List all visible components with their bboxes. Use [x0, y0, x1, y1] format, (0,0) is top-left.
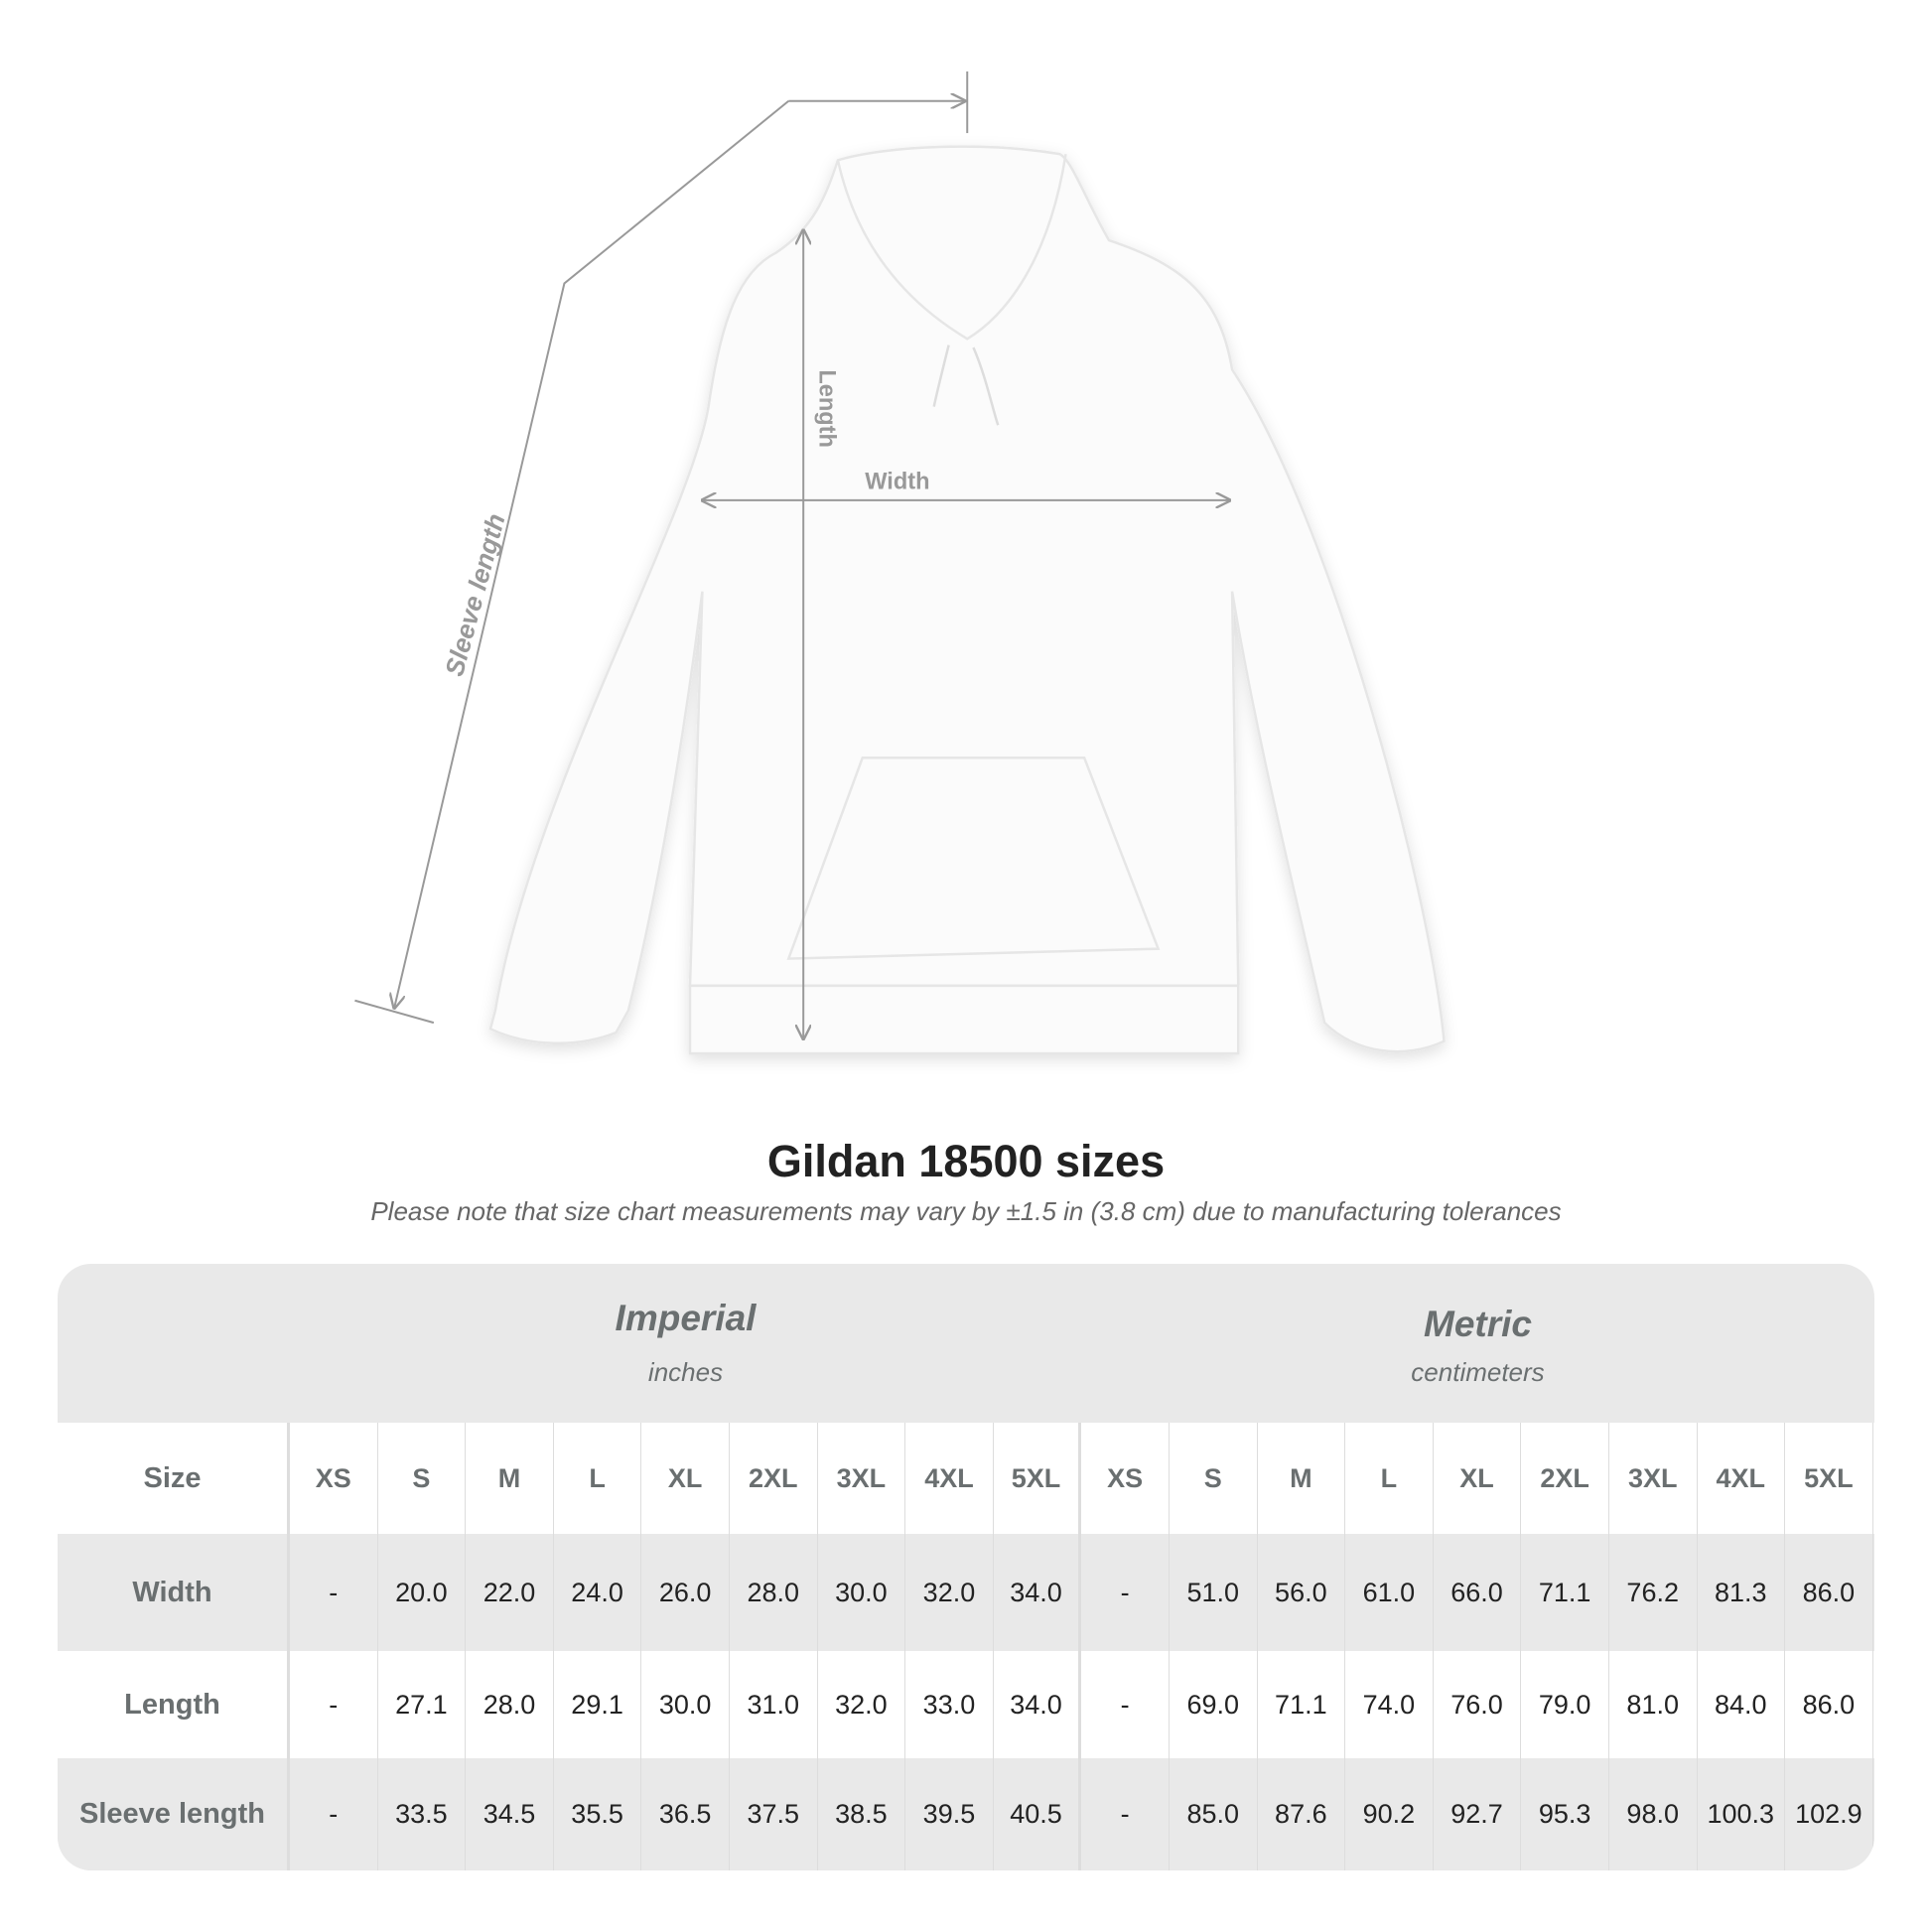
metric-cell: 76.0: [1434, 1651, 1522, 1758]
metric-cell: 86.0: [1785, 1534, 1873, 1651]
metric-size-header: S: [1170, 1423, 1258, 1534]
row-label: Width: [58, 1534, 290, 1651]
imperial-size-header: XS: [290, 1423, 378, 1534]
metric-size-header: 5XL: [1785, 1423, 1873, 1534]
metric-cell: 100.3: [1698, 1758, 1786, 1870]
table-row-sleeve-length: Sleeve length -33.5 34.5 35.5 36.5 37.5 38.5 39…: [58, 1758, 1874, 1870]
imperial-title: Imperial: [615, 1298, 757, 1338]
table-row-length: Length -27.1 28.0 29.1 30.0 31.0 32.0 33.0 34.0-…: [58, 1651, 1874, 1758]
imperial-cell: 32.0: [905, 1534, 994, 1651]
imperial-cell: 31.0: [730, 1651, 818, 1758]
metric-cell: 66.0: [1434, 1534, 1522, 1651]
imperial-cell: 27.1: [378, 1651, 467, 1758]
imperial-cell: 38.5: [818, 1758, 906, 1870]
imperial-cell: -: [290, 1651, 378, 1758]
metric-size-header: 3XL: [1609, 1423, 1698, 1534]
row-label: Length: [58, 1651, 290, 1758]
metric-size-header: L: [1345, 1423, 1434, 1534]
imperial-cell: 34.5: [466, 1758, 554, 1870]
imperial-cell: 32.0: [818, 1651, 906, 1758]
row-label: Size: [58, 1423, 290, 1534]
metric-size-header: 2XL: [1521, 1423, 1609, 1534]
metric-cell: 61.0: [1345, 1534, 1434, 1651]
metric-cell: 85.0: [1170, 1758, 1258, 1870]
metric-cell: 81.3: [1698, 1534, 1786, 1651]
imperial-size-header: L: [554, 1423, 642, 1534]
imperial-cell: 30.0: [641, 1651, 730, 1758]
metric-title: Metric: [1424, 1304, 1532, 1344]
imperial-cell: 36.5: [641, 1758, 730, 1870]
width-label: Width: [865, 469, 929, 494]
size-header-row: Size XS S M L XL 2XL 3XL 4XL 5XL XS S M L XL 2XL 3XL 4XL 5…: [58, 1423, 1874, 1534]
imperial-cell: 28.0: [466, 1651, 554, 1758]
measurement-lines: [354, 70, 1229, 1038]
imperial-size-header: M: [466, 1423, 554, 1534]
imperial-cell: 37.5: [730, 1758, 818, 1870]
metric-cell: 81.0: [1609, 1651, 1698, 1758]
metric-cell: 102.9: [1785, 1758, 1873, 1870]
metric-size-header: XL: [1434, 1423, 1522, 1534]
imperial-cell: 30.0: [818, 1534, 906, 1651]
imperial-cell: 26.0: [641, 1534, 730, 1651]
imperial-cell: 28.0: [730, 1534, 818, 1651]
size-chart-table: Imperial inches Metric centimeters Size X…: [58, 1264, 1874, 1870]
metric-cell: 87.6: [1258, 1758, 1346, 1870]
imperial-cell: 20.0: [378, 1534, 467, 1651]
hoodie-measurement-diagram: Length Width Sleeve length: [354, 70, 1446, 1055]
imperial-cell: -: [290, 1758, 378, 1870]
imperial-size-header: S: [378, 1423, 467, 1534]
metric-size-header: XS: [1081, 1423, 1170, 1534]
imperial-size-header: 4XL: [905, 1423, 994, 1534]
imperial-unit: inches: [647, 1357, 724, 1387]
metric-cell: 95.3: [1521, 1758, 1609, 1870]
imperial-cell: 40.5: [994, 1758, 1082, 1870]
page-title: Gildan 18500 sizes: [766, 1136, 1166, 1186]
metric-cell: 71.1: [1521, 1534, 1609, 1651]
imperial-size-header: 3XL: [818, 1423, 906, 1534]
metric-cell: 56.0: [1258, 1534, 1346, 1651]
metric-cell: 76.2: [1609, 1534, 1698, 1651]
tolerance-note: Please note that size chart measurements…: [370, 1196, 1562, 1226]
hoodie-illustration: [488, 145, 1446, 1055]
row-label: Sleeve length: [58, 1758, 290, 1870]
imperial-cell: 33.0: [905, 1651, 994, 1758]
imperial-cell: 24.0: [554, 1534, 642, 1651]
metric-cell: 84.0: [1698, 1651, 1786, 1758]
sleeve-length-label: Sleeve length: [439, 510, 510, 679]
imperial-cell: -: [290, 1534, 378, 1651]
metric-size-header: M: [1258, 1423, 1346, 1534]
metric-cell: 69.0: [1170, 1651, 1258, 1758]
imperial-cell: 34.0: [994, 1651, 1082, 1758]
imperial-size-header: 2XL: [730, 1423, 818, 1534]
imperial-cell: 34.0: [994, 1534, 1082, 1651]
imperial-cell: 22.0: [466, 1534, 554, 1651]
imperial-size-header: 5XL: [994, 1423, 1082, 1534]
metric-cell: 71.1: [1258, 1651, 1346, 1758]
metric-cell: 74.0: [1345, 1651, 1434, 1758]
metric-cell: 92.7: [1434, 1758, 1522, 1870]
metric-cell: -: [1081, 1758, 1170, 1870]
imperial-cell: 35.5: [554, 1758, 642, 1870]
imperial-cell: 29.1: [554, 1651, 642, 1758]
metric-cell: 86.0: [1785, 1651, 1873, 1758]
imperial-cell: 33.5: [378, 1758, 467, 1870]
metric-cell: 98.0: [1609, 1758, 1698, 1870]
metric-cell: -: [1081, 1651, 1170, 1758]
metric-unit: centimeters: [1411, 1357, 1545, 1387]
metric-cell: 79.0: [1521, 1651, 1609, 1758]
imperial-cell: 39.5: [905, 1758, 994, 1870]
metric-cell: -: [1081, 1534, 1170, 1651]
metric-cell: 51.0: [1170, 1534, 1258, 1651]
length-label: Length: [814, 369, 840, 448]
imperial-header: Imperial inches: [290, 1264, 1081, 1423]
metric-size-header: 4XL: [1698, 1423, 1786, 1534]
table-row-width: Width -20.0 22.0 24.0 26.0 28.0 30.0 32.0 34.0-5…: [58, 1534, 1874, 1651]
imperial-size-header: XL: [641, 1423, 730, 1534]
metric-cell: 90.2: [1345, 1758, 1434, 1870]
metric-header: Metric centimeters: [1081, 1264, 1874, 1423]
